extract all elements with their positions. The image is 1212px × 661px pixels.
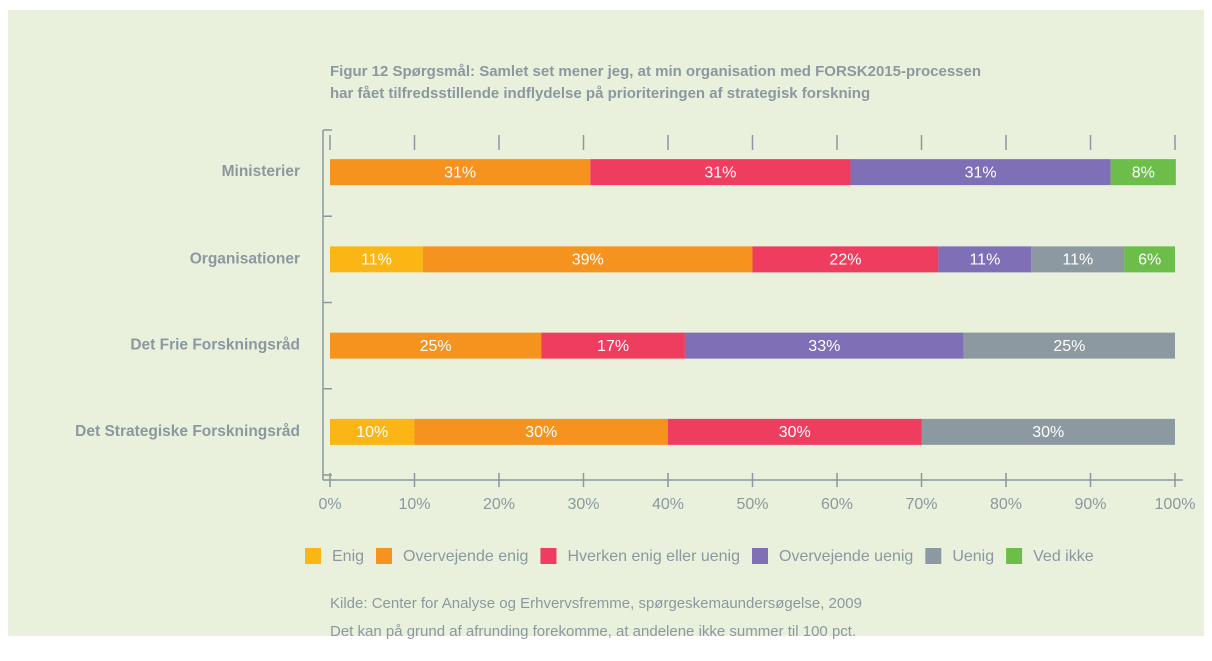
- legend-label: Uenig: [952, 548, 994, 565]
- bar-label: 11%: [361, 252, 392, 269]
- bar-label: 10%: [356, 424, 388, 441]
- bar-segment: [1124, 246, 1175, 273]
- x-tick-label: 90%: [1074, 496, 1106, 513]
- bar-segment: [330, 246, 423, 273]
- legend-label: Enig: [332, 548, 364, 565]
- bar-label: 30%: [1032, 424, 1064, 441]
- x-tick-label: 20%: [483, 496, 515, 513]
- bar-segment: [1110, 159, 1176, 186]
- x-tick-label: 80%: [990, 496, 1022, 513]
- bar-segment: [1031, 246, 1125, 273]
- x-tick-label: 60%: [821, 496, 853, 513]
- bar-label: 30%: [525, 424, 557, 441]
- bar-label: 6%: [1138, 252, 1161, 269]
- legend-label: Hverken enig eller uenig: [567, 548, 740, 565]
- rounding-note: Det kan på grund af afrunding forekomme,…: [330, 623, 856, 640]
- bar-label: 39%: [572, 252, 604, 269]
- legend-swatch: [1006, 548, 1023, 564]
- x-tick-label: 0%: [318, 496, 341, 513]
- bar-segment: [684, 332, 964, 359]
- bar-label: 17%: [597, 338, 629, 355]
- bar-segment: [590, 159, 851, 186]
- chart-title: Figur 12 Spørgsmål: Samlet set mener jeg…: [330, 63, 981, 80]
- source-note: Kilde: Center for Analyse og Erhvervsfre…: [330, 595, 862, 612]
- bar-label: 22%: [829, 252, 861, 269]
- x-tick-label: 40%: [652, 496, 684, 513]
- legend-label: Overvejende uenig: [779, 548, 913, 565]
- bar-segment: [963, 332, 1175, 359]
- panel: [8, 10, 1204, 636]
- x-tick-label: 100%: [1155, 496, 1196, 513]
- bar-label: 31%: [965, 164, 997, 181]
- bar-segment: [921, 418, 1175, 445]
- bar-segment: [414, 418, 668, 445]
- bar-label: 30%: [779, 424, 811, 441]
- legend-swatch: [752, 548, 768, 564]
- x-tick-label: 50%: [736, 496, 768, 513]
- bar-label: 8%: [1132, 164, 1155, 181]
- category-label: Ministerier: [222, 163, 300, 180]
- bar-segment: [422, 246, 753, 273]
- legend-label: Ved ikke: [1033, 548, 1094, 565]
- x-tick-label: 30%: [567, 496, 599, 513]
- bar-segment: [330, 418, 415, 445]
- bar-segment: [938, 246, 1032, 273]
- legend-swatch: [540, 548, 557, 564]
- x-tick-label: 10%: [398, 496, 430, 513]
- bar-label: 11%: [969, 252, 1000, 269]
- legend-label: Overvejende enig: [403, 548, 528, 565]
- bar-segment: [330, 159, 591, 186]
- bar-label: 25%: [420, 338, 452, 355]
- chart-title: har fået tilfredsstillende indflydelse p…: [330, 85, 870, 102]
- bar-segment: [668, 418, 922, 445]
- legend-swatch: [376, 548, 393, 564]
- category-label: Det Frie Forskningsråd: [130, 337, 300, 354]
- legend-swatch: [305, 548, 321, 564]
- x-tick-label: 70%: [905, 496, 937, 513]
- category-label: Organisationer: [190, 250, 300, 267]
- category-label: Det Strategiske Forskningsråd: [75, 423, 300, 440]
- bar-label: 25%: [1053, 338, 1085, 355]
- bar-label: 33%: [808, 338, 840, 355]
- bar-segment: [541, 332, 685, 359]
- legend-swatch: [925, 548, 942, 564]
- bar-label: 31%: [704, 164, 736, 181]
- bar-segment: [752, 246, 939, 273]
- bar-label: 11%: [1062, 252, 1093, 269]
- bar-segment: [330, 332, 542, 359]
- bar-segment: [850, 159, 1111, 186]
- bar-label: 31%: [444, 164, 476, 181]
